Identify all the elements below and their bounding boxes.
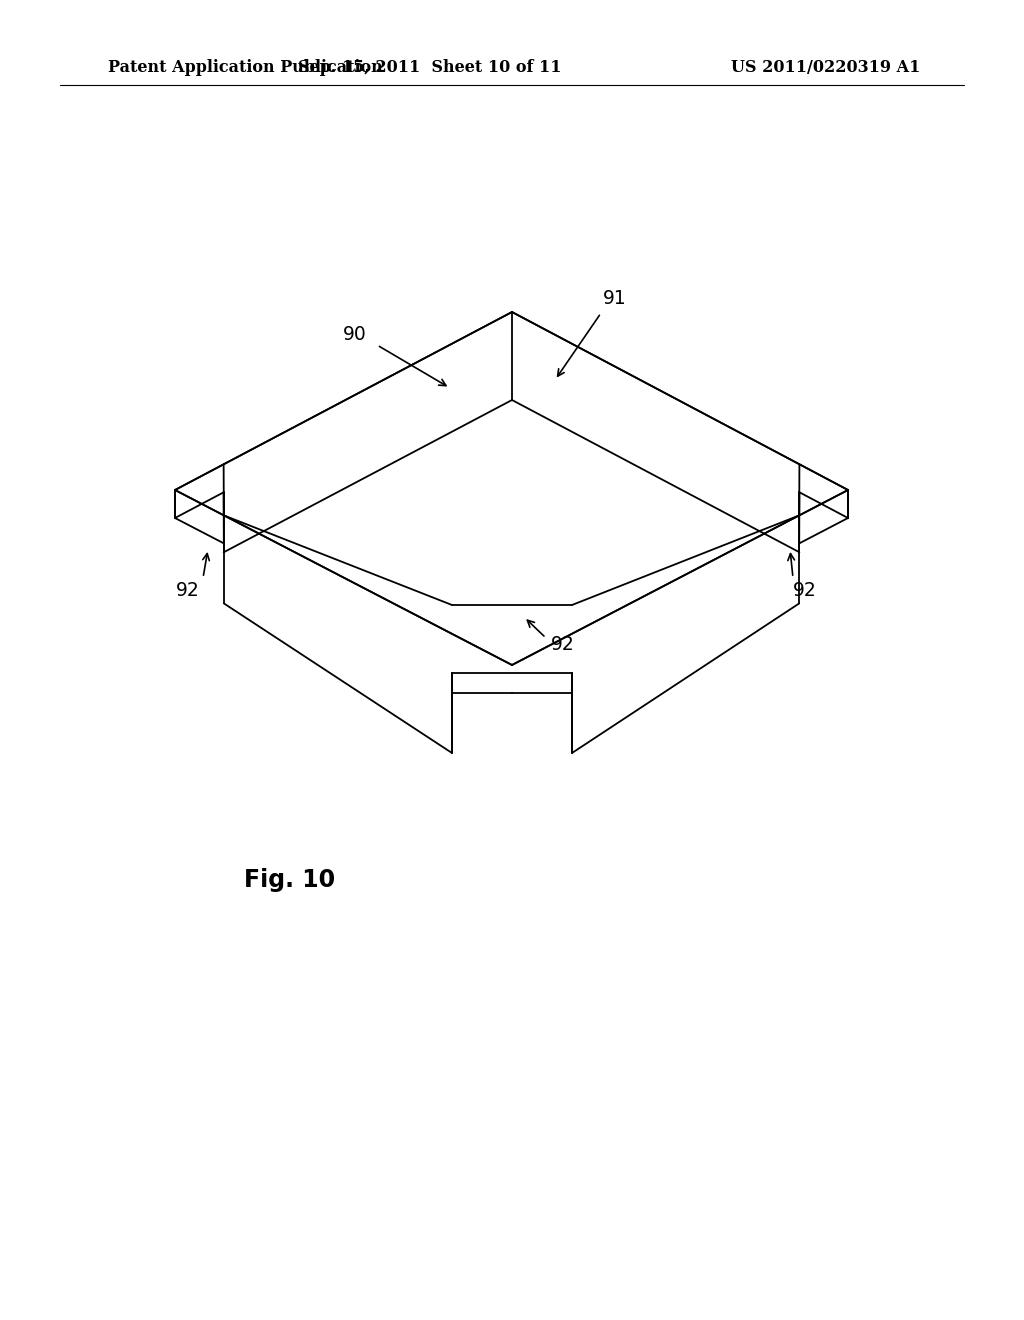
- Text: 92: 92: [551, 635, 574, 655]
- Text: 90: 90: [343, 326, 367, 345]
- Text: 92: 92: [794, 581, 817, 599]
- Text: US 2011/0220319 A1: US 2011/0220319 A1: [731, 59, 920, 77]
- Text: Patent Application Publication: Patent Application Publication: [108, 59, 383, 77]
- Text: 92: 92: [176, 581, 200, 599]
- Text: 91: 91: [603, 289, 627, 308]
- Text: Fig. 10: Fig. 10: [245, 869, 336, 892]
- Text: Sep. 15, 2011  Sheet 10 of 11: Sep. 15, 2011 Sheet 10 of 11: [298, 59, 562, 77]
